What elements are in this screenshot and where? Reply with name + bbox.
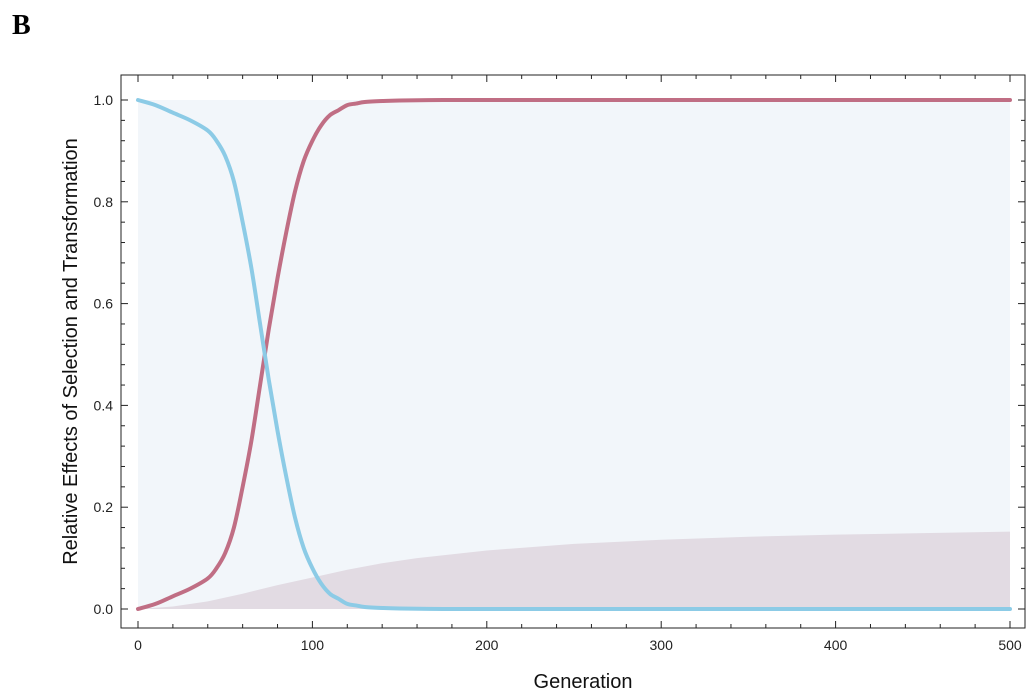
x-axis-label: Generation	[534, 671, 633, 693]
y-axis-label: Relative Effects of Selection and Transf…	[60, 138, 82, 565]
series-layer	[136, 97, 1012, 612]
y-tick-label: 1.0	[94, 92, 114, 108]
panel-label: B	[12, 10, 31, 41]
x-tick-label: 500	[998, 637, 1022, 653]
plot-background	[138, 100, 1010, 609]
y-tick-label: 0.6	[94, 296, 114, 312]
x-tick-label: 200	[475, 637, 499, 653]
series-area-2	[138, 531, 1010, 609]
ticks: 0 100 200 300 400 500 0.0 0.2 0.4 0.6 0.8 1.0	[94, 75, 1025, 653]
y-tick-label: 0.4	[94, 397, 114, 413]
y-tick-label: 0.2	[94, 499, 114, 515]
series-line-1	[136, 98, 1012, 612]
x-tick-label: 100	[301, 637, 325, 653]
background-band	[138, 100, 1010, 609]
y-tick-label: 0.8	[94, 194, 114, 210]
x-tick-label: 0	[134, 637, 142, 653]
y-tick-label: 0.0	[94, 601, 114, 617]
x-tick-label: 300	[650, 637, 674, 653]
series-line-0	[136, 97, 1012, 611]
plot-frame	[120, 74, 1026, 629]
x-tick-label: 400	[824, 637, 848, 653]
